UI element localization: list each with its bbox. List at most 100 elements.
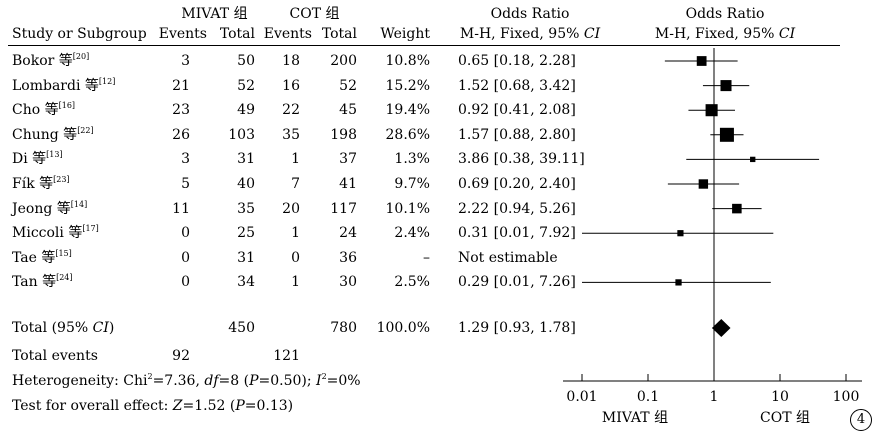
header-group2: COT 组: [289, 6, 340, 22]
heterogeneity-line: Heterogeneity: Chi2=7.36, df=8 (P=0.50);…: [12, 372, 361, 390]
study-ref: [24]: [56, 273, 73, 283]
x-tick-label: 0.01: [566, 389, 597, 405]
header-events-1: Events: [158, 26, 207, 42]
study-e2: 7: [291, 176, 300, 192]
study-ref: [23]: [53, 175, 70, 184]
study-point: [720, 80, 732, 92]
study-weight: 19.4%: [385, 102, 430, 119]
het-p-label: P: [249, 373, 259, 389]
study-name: Jeong 等[14]: [12, 199, 88, 217]
study-e1: 3: [181, 151, 190, 168]
study-name-text: Chung 等: [12, 126, 78, 143]
study-e2: 20: [282, 200, 300, 217]
total-label: Total (95% CI): [12, 320, 114, 336]
study-ci-text: 3.86 [0.38, 39.11]: [458, 151, 585, 168]
study-weight: 2.4%: [394, 225, 430, 242]
study-t1: 25: [237, 225, 255, 242]
het-df-label: df: [204, 373, 219, 389]
study-weight: –: [423, 249, 430, 266]
axis-left-label: MIVAT 组: [601, 410, 669, 426]
study-ref: [16]: [58, 101, 76, 111]
study-ci-text: 0.69 [0.20, 2.40]: [458, 176, 576, 192]
header-study: Study or Subgroup: [12, 26, 147, 42]
study-ref: [15]: [55, 248, 72, 258]
study-e1: 0: [181, 249, 190, 266]
total-events-e1: 92: [172, 348, 190, 364]
study-weight: 10.1%: [385, 200, 430, 217]
study-t1: 103: [228, 126, 255, 143]
header-ci-italic-r: CI: [778, 26, 796, 42]
header-ci-italic: CI: [583, 26, 601, 42]
study-e1: 0: [181, 274, 190, 291]
total-t2: 780: [330, 320, 357, 336]
study-e1: 11: [172, 200, 190, 217]
study-ref: [13]: [46, 150, 63, 160]
study-ci-text: Not estimable: [458, 249, 558, 266]
header-or-method-right: M-H, Fixed, 95% CI: [640, 26, 810, 42]
study-name: Chung 等[22]: [12, 125, 94, 143]
x-tick-label: 10: [771, 389, 789, 405]
study-e1: 5: [181, 176, 190, 192]
study-weight: 9.7%: [394, 176, 430, 192]
study-ref: [20]: [72, 52, 90, 61]
total-label-prefix: Total (95%: [12, 320, 93, 336]
study-ref: [14]: [70, 199, 88, 209]
study-e1: 26: [172, 126, 190, 143]
study-t2: 200: [330, 53, 357, 69]
study-ci-text: 1.52 [0.68, 3.42]: [458, 77, 576, 94]
header-or-method-text-r: M-H, Fixed, 95%: [654, 26, 779, 42]
study-t1: 31: [237, 249, 255, 266]
total-ci-text: 1.29 [0.93, 1.78]: [458, 320, 576, 336]
study-ref: [22]: [77, 125, 94, 135]
study-name-text: Jeong 等: [12, 200, 71, 217]
study-t2: 198: [330, 126, 357, 143]
study-name: Lombardi 等[12]: [12, 77, 115, 94]
study-e1: 3: [181, 53, 190, 69]
study-weight: 28.6%: [385, 126, 430, 143]
header-group1: MIVAT 组: [181, 6, 248, 22]
het-sup1: 2: [147, 372, 153, 381]
total-events-e2: 121: [273, 348, 300, 364]
study-point: [675, 279, 682, 286]
study-ci-text: 0.65 [0.18, 2.28]: [458, 53, 576, 69]
study-ci-text: 0.31 [0.01, 7.92]: [458, 225, 576, 242]
study-name-text: Miccoli 等: [12, 225, 83, 242]
header-or-title-right: Odds Ratio: [685, 6, 765, 22]
study-point: [750, 156, 756, 163]
x-tick-label: 100: [833, 389, 860, 405]
study-name-text: Cho 等: [12, 102, 59, 119]
study-t1: 52: [237, 77, 255, 94]
total-label-suffix: ): [108, 320, 115, 336]
study-ci-text: 0.29 [0.01, 7.26]: [458, 274, 576, 291]
study-e1: 23: [172, 102, 190, 119]
het-eq1: =7.36,: [152, 373, 205, 389]
study-t1: 34: [237, 274, 255, 291]
study-ref: [17]: [82, 224, 99, 234]
study-e2: 0: [291, 249, 300, 266]
header-or-title-left: Odds Ratio: [490, 6, 570, 22]
study-t2: 36: [339, 249, 357, 266]
header-or-method-left: M-H, Fixed, 95% CI: [445, 26, 615, 42]
study-ci-text: 0.92 [0.41, 2.08]: [458, 102, 576, 119]
study-name: Fík 等[23]: [12, 175, 70, 193]
total-t1: 450: [228, 320, 255, 336]
study-weight: 10.8%: [385, 53, 430, 69]
x-tick-label: 1: [710, 389, 719, 405]
study-name: Bokor 等[20]: [12, 52, 90, 70]
het-p-value: =0.50);: [258, 373, 317, 389]
study-point: [705, 104, 718, 117]
study-name-text: Lombardi 等: [12, 77, 99, 94]
header-weight: Weight: [380, 26, 430, 42]
study-t1: 50: [237, 53, 255, 69]
oe-p-label: P: [235, 398, 245, 414]
header-total-1: Total: [219, 26, 255, 42]
study-point: [677, 230, 684, 237]
header-total-2: Total: [321, 26, 357, 42]
study-t1: 31: [237, 151, 255, 168]
study-point: [698, 179, 709, 189]
study-t1: 49: [237, 102, 255, 119]
study-t2: 37: [339, 151, 357, 168]
study-t1: 35: [237, 200, 255, 217]
study-point: [719, 127, 734, 142]
header-rule: [8, 45, 840, 46]
